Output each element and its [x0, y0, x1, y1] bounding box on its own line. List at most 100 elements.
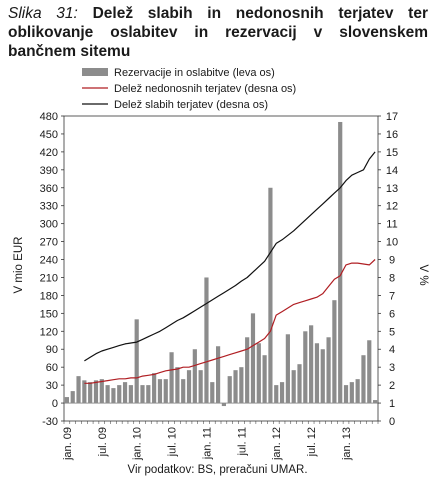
bar-2009-08 — [105, 385, 110, 404]
bar-2009-03 — [76, 376, 81, 404]
bar-2012-10 — [326, 337, 331, 404]
figure-label: Slika 31: — [8, 5, 78, 22]
bar-2010-05 — [157, 379, 163, 404]
y-left-tick-label: 120 — [40, 326, 58, 338]
y-right-tick-label: 2 — [389, 380, 395, 392]
bar-2011-01 — [204, 277, 209, 404]
y-right-tick-label: 8 — [389, 272, 395, 284]
source-note: Vir podatkov: BS, preračuni UMAR. — [127, 464, 308, 476]
bar-2010-06 — [163, 379, 168, 404]
x-tick-label: jan. 10 — [132, 427, 144, 461]
y-left-tick-label: 420 — [40, 147, 58, 159]
bar-2009-10 — [117, 385, 122, 404]
y-right-tick-label: 3 — [389, 362, 395, 374]
y-left-tick-label: 240 — [40, 255, 58, 267]
bar-2009-01 — [64, 397, 70, 404]
bar-2009-07 — [99, 379, 104, 404]
y-right-tick-label: 12 — [386, 201, 398, 213]
y-right-tick-label: 14 — [386, 165, 398, 177]
bar-2010-04 — [152, 373, 157, 404]
y-right-tick-label: 4 — [389, 344, 395, 356]
line-series — [84, 151, 376, 384]
bar-2012-01 — [274, 385, 279, 404]
bar-2011-03 — [215, 346, 221, 404]
bar-2009-02 — [70, 391, 75, 404]
bar-2011-12 — [268, 187, 273, 404]
y-right-tick-label: 9 — [389, 255, 395, 267]
bar-2011-09 — [250, 313, 256, 404]
bar-2010-03 — [146, 385, 151, 404]
y-right-tick-label: 10 — [386, 237, 398, 249]
x-tick-label: jul. 09 — [97, 427, 109, 457]
bar-2011-06 — [233, 370, 238, 404]
y-axis-left-title: V mio EUR — [13, 237, 25, 294]
bar-2010-12 — [198, 370, 203, 404]
y-left-tick-label: 300 — [40, 219, 58, 231]
bar-2013-02 — [349, 382, 354, 404]
bar-2011-07 — [239, 367, 244, 404]
legend-swatch-bars — [82, 68, 108, 76]
plot-frame — [63, 115, 379, 422]
bar-2012-02 — [279, 382, 285, 404]
y-left-tick-label: 90 — [46, 344, 58, 356]
bar-2009-09 — [111, 388, 116, 404]
x-axis: jan. 09 jul. 09 jan. 10 jul. 10 jan. 11 jul. … — [62, 421, 379, 461]
bar-2009-06 — [93, 380, 99, 404]
left-axis: 4804504203903603303002702402101801501209… — [40, 111, 64, 428]
figure-title-text: Delež slabih in nedonosnih terjatev ter … — [8, 5, 428, 60]
y-right-tick-label: 0 — [389, 416, 395, 428]
y-right-tick-label: 16 — [386, 129, 398, 141]
y-left-tick-label: 270 — [40, 237, 58, 249]
y-right-tick-label: 1 — [389, 398, 395, 410]
y-right-tick-label: 11 — [386, 219, 397, 231]
bar-2009-04 — [82, 380, 87, 404]
bar-2012-06 — [303, 331, 308, 404]
bar-2012-05 — [297, 364, 302, 404]
plot-border — [63, 115, 379, 422]
bar-2012-11 — [332, 300, 337, 404]
bar-2011-11 — [262, 355, 267, 404]
bar-2010-09 — [181, 379, 186, 404]
bar-2010-02 — [140, 385, 145, 404]
bar-2013-05 — [367, 340, 372, 404]
bar-2009-12 — [128, 385, 133, 404]
bar-2011-05 — [227, 376, 232, 404]
bar-2012-12 — [338, 121, 343, 404]
bar-2012-07 — [309, 325, 314, 404]
bar-2012-08 — [314, 343, 320, 404]
x-tick-label: jul. 10 — [167, 427, 179, 457]
bar-2009-11 — [122, 382, 128, 404]
y-right-tick-label: 7 — [389, 290, 395, 302]
line-bad-claims-share — [84, 151, 376, 362]
y-left-tick-label: 210 — [40, 272, 58, 284]
bar-2013-03 — [355, 379, 360, 404]
bar-2011-10 — [256, 343, 261, 404]
bar-2012-04 — [291, 370, 296, 404]
bar-2010-08 — [175, 367, 180, 404]
bar-2010-11 — [192, 349, 197, 404]
y-right-tick-label: 15 — [386, 147, 398, 159]
x-tick-label: jan. 09 — [62, 427, 74, 461]
legend-label-bars: Rezervacije in oslabitve (leva os) — [114, 67, 275, 79]
y-left-tick-label: 30 — [46, 380, 58, 392]
y-left-tick-label: 60 — [46, 362, 58, 374]
legend: Rezervacije in oslabitve (leva os) Delež … — [82, 67, 296, 111]
bar-2013-06 — [372, 400, 378, 404]
bar-2012-09 — [320, 349, 325, 404]
x-tick-label: jul. 12 — [306, 427, 318, 457]
x-tick-label: jan. 11 — [201, 427, 213, 460]
bar-2013-04 — [361, 355, 366, 404]
y-left-tick-label: 360 — [40, 183, 58, 195]
y-left-tick-label: 390 — [40, 165, 58, 177]
line-nonperforming-share — [84, 259, 376, 384]
bar-2011-02 — [210, 382, 215, 404]
y-left-tick-label: 0 — [52, 398, 58, 410]
x-tick-label: jan. 13 — [341, 427, 353, 461]
legend-label-bad: Delež slabih terjatev (desna os) — [114, 99, 268, 111]
y-left-tick-label: 450 — [40, 129, 58, 141]
y-right-tick-label: 17 — [386, 111, 398, 123]
y-left-tick-label: 150 — [40, 308, 58, 320]
bar-2013-01 — [343, 385, 349, 404]
